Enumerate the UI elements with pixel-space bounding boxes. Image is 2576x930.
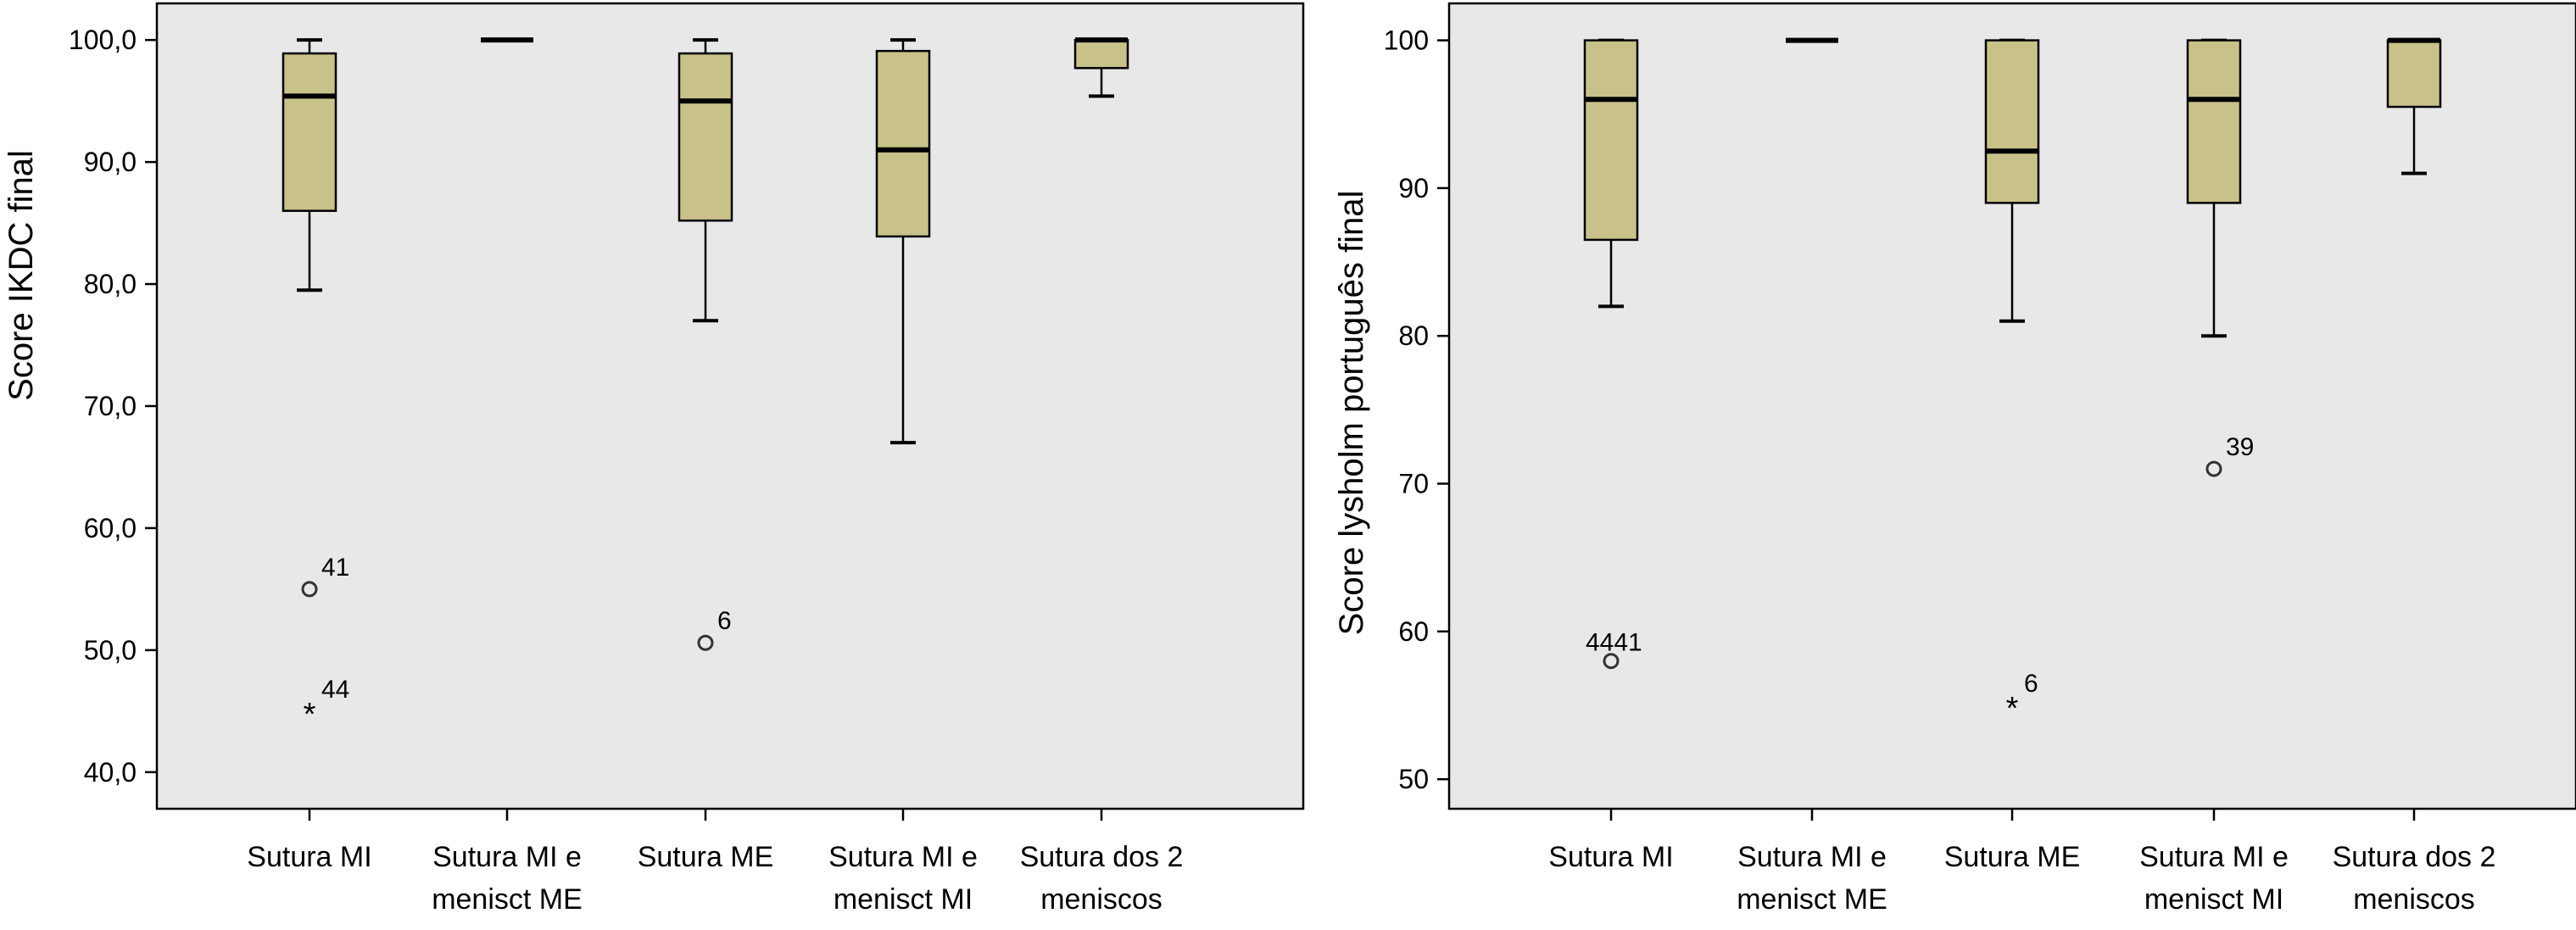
chart-panel-1: 40,0 50,0 60,0 70,0 80,0 90,0 100,0 Score IKDC … xyxy=(3,2,1305,916)
x-tick-label: Sutura dos 2 xyxy=(1020,841,1184,873)
y-tick-label: 80 xyxy=(1398,320,1429,351)
box-4 xyxy=(2186,38,2242,338)
box-rect xyxy=(2386,39,2442,109)
x-tick-label: Sutura MI e xyxy=(1737,841,1887,873)
y-tick-label: 90 xyxy=(1398,173,1429,203)
box-1 xyxy=(282,38,337,292)
outlier-label: 39 xyxy=(2226,433,2254,461)
x-tick-label: menisct ME xyxy=(432,883,583,916)
box-rect xyxy=(1073,38,1129,70)
x-tick-label: menisct MI xyxy=(834,883,973,916)
chart-panel-2: 50 60 70 80 90 100 Score lysholm português fin… xyxy=(1333,2,2576,916)
x-tick-label: Sutura ME xyxy=(1944,841,2081,873)
box-5 xyxy=(2386,37,2442,175)
x-tick-label: Sutura ME xyxy=(638,841,774,873)
outlier-label: 6 xyxy=(2024,670,2038,698)
outlier-marker xyxy=(1603,653,1620,670)
outlier-label: 41 xyxy=(321,554,349,582)
box-rect xyxy=(1583,39,1639,242)
y-tick-label: 70 xyxy=(1398,469,1429,499)
box-rect xyxy=(2186,39,2242,204)
x-tick-label: menisct MI xyxy=(2144,883,2283,916)
outlier-marker xyxy=(301,581,318,598)
box-rect xyxy=(282,52,337,212)
y-tick-label: 60,0 xyxy=(84,513,137,543)
box-rect xyxy=(677,52,733,222)
box-3 xyxy=(1984,38,2040,323)
y-tick-label: 100,0 xyxy=(69,25,137,55)
x-tick-label: menisct ME xyxy=(1737,883,1887,916)
x-tick-label: Sutura MI xyxy=(1548,841,1673,873)
box-4 xyxy=(875,38,931,445)
extreme-outlier-marker: * xyxy=(2006,691,2019,727)
y-tick-label: 100 xyxy=(1384,25,1429,56)
x-tick-label: Sutura MI e xyxy=(432,841,582,873)
x-tick-label: Sutura MI e xyxy=(2139,841,2289,873)
x-tick-label: Sutura dos 2 xyxy=(2333,841,2496,873)
y-tick-label: 80,0 xyxy=(84,269,137,299)
y-tick-label: 50 xyxy=(1398,764,1429,794)
y-axis-title: Score IKDC final xyxy=(3,150,40,401)
outlier-marker xyxy=(697,634,714,651)
box-rect xyxy=(1984,39,2040,204)
x-tick-label: meniscos xyxy=(2353,883,2475,916)
y-tick-label: 90,0 xyxy=(84,147,137,177)
x-tick-label: Sutura MI e xyxy=(828,841,978,873)
box-rect xyxy=(875,49,931,238)
y-tick-label: 50,0 xyxy=(84,635,137,665)
y-tick-label: 40,0 xyxy=(84,757,137,788)
y-tick-label: 60 xyxy=(1398,616,1429,647)
extreme-outlier-marker: * xyxy=(304,697,316,732)
outlier-label: 4441 xyxy=(1586,629,1642,657)
y-axis-title: Score lysholm português final xyxy=(1333,191,1370,636)
x-tick-label: Sutura MI xyxy=(247,841,371,873)
box-1 xyxy=(1583,38,1639,309)
outlier-label: 6 xyxy=(717,607,732,635)
box-3 xyxy=(677,38,733,323)
x-tick-label: meniscos xyxy=(1040,883,1163,916)
outlier-label: 44 xyxy=(321,676,349,704)
y-tick-label: 70,0 xyxy=(84,391,137,421)
box-5 xyxy=(1073,37,1129,98)
outlier-marker xyxy=(2205,460,2222,477)
